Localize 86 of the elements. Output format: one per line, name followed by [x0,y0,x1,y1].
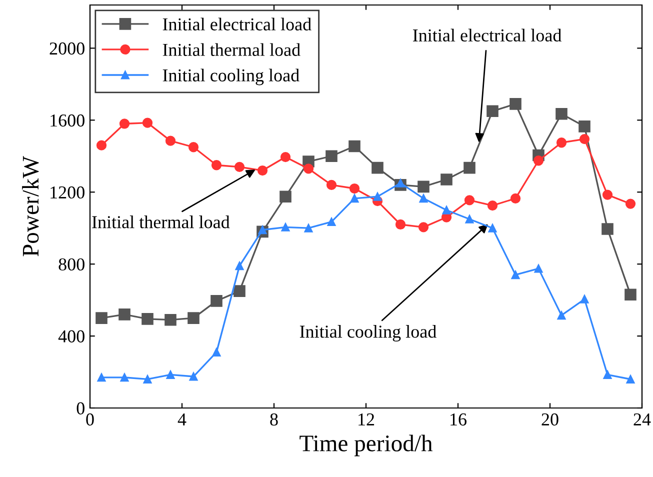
point [487,200,498,211]
point [602,190,613,200]
point [510,98,522,110]
point [280,190,292,203]
point [418,180,430,193]
point [281,222,290,232]
y-tick-label: 400 [58,330,84,342]
x-tick-label: 16 [450,413,466,426]
y-axis-title: Power/kW [22,156,39,256]
point [396,178,405,188]
point [350,194,359,203]
point [579,134,590,144]
legend-label: Initial thermal load [162,43,300,56]
point [464,162,476,174]
point [486,105,498,118]
annotation: Initial electrical load [412,28,562,42]
point [603,370,612,379]
point [210,295,222,307]
y-tick-label: 1200 [50,186,84,199]
point [164,314,176,326]
point [349,183,360,194]
x-tick-label: 0 [86,413,94,426]
point [534,264,543,273]
y-tick-label: 2000 [50,42,84,55]
point [143,374,152,384]
point [234,285,246,297]
x-tick-label: 12 [358,413,374,426]
point [372,162,384,174]
annotation: Initial thermal load [92,216,230,228]
point [119,118,130,129]
point [348,140,360,152]
point [188,312,200,324]
point [165,136,176,146]
point [373,192,382,201]
point [118,308,130,320]
point [303,164,314,174]
point [442,206,451,214]
point [511,270,520,280]
point [326,150,338,162]
point [624,288,636,301]
point [440,174,452,186]
x-axis-title: Time period/h [300,434,432,456]
point [326,180,337,190]
point [235,262,244,270]
point [257,165,268,176]
point [327,218,336,226]
point [142,313,154,325]
y-tick-label: 800 [58,258,84,271]
point [556,138,567,148]
point [211,160,222,170]
x-tick-label: 8 [270,413,278,426]
point [464,195,475,206]
point [212,348,221,356]
x-tick-label: 24 [634,413,651,426]
annotation: Initial cooling load [300,325,436,342]
y-tick-label: 0 [76,402,84,414]
legend-label: Initial electrical load [162,18,312,30]
point [626,374,635,384]
point [556,108,568,120]
point [533,156,544,166]
point [142,118,153,128]
x-tick-label: 4 [178,414,186,426]
point [557,311,566,320]
point [96,312,108,324]
point [97,373,106,382]
point [465,214,474,224]
point [189,372,198,381]
point [578,120,590,132]
y-tick-label: 1600 [50,114,84,127]
point [419,194,428,203]
point [625,198,636,209]
point [580,294,589,304]
point [418,222,429,232]
point [488,224,497,232]
point [96,140,107,150]
point [602,223,614,235]
point [280,152,291,162]
point [120,373,129,382]
point [188,142,199,152]
point [166,370,175,379]
point [395,219,406,230]
point [510,193,521,204]
point [234,162,245,172]
x-tick-label: 20 [542,413,558,426]
legend-label: Initial cooling load [162,68,300,86]
point [304,224,313,232]
